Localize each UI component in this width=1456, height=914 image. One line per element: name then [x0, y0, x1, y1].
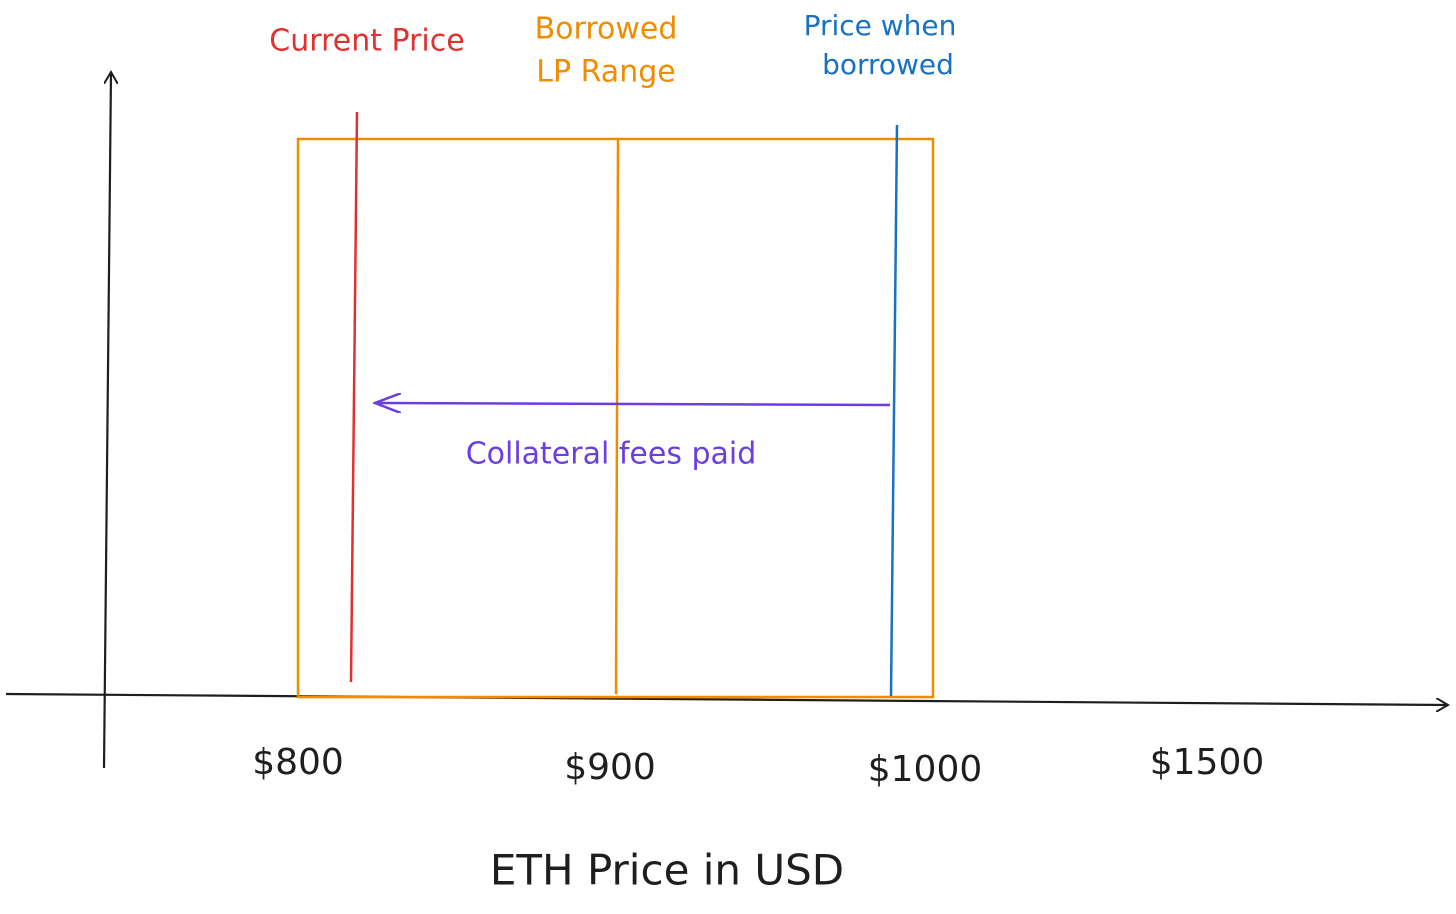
borrowed-price-label: borrowed: [822, 48, 954, 81]
current-price-line: [349, 111, 359, 683]
lp-range-center: [614, 138, 620, 695]
fees-label: Collateral fees paid: [466, 437, 757, 472]
x-tick-label: $900: [564, 747, 656, 788]
x-axis: [5, 692, 1448, 705]
borrowed-price-line: [889, 124, 899, 697]
borrowed-range-label: Borrowed: [535, 12, 678, 47]
x-tick-label: $1500: [1150, 742, 1265, 783]
borrowed-price-label: Price when: [804, 9, 957, 42]
fees-arrow: [375, 403, 891, 405]
current-price-label: Current Price: [269, 24, 464, 59]
borrowed-range-label: LP Range: [536, 55, 675, 90]
lp-range-box: [296, 137, 935, 699]
y-axis: [102, 72, 111, 769]
x-tick-label: $800: [252, 742, 344, 783]
x-axis-title: ETH Price in USD: [490, 846, 844, 895]
x-tick-label: $1000: [868, 749, 983, 790]
